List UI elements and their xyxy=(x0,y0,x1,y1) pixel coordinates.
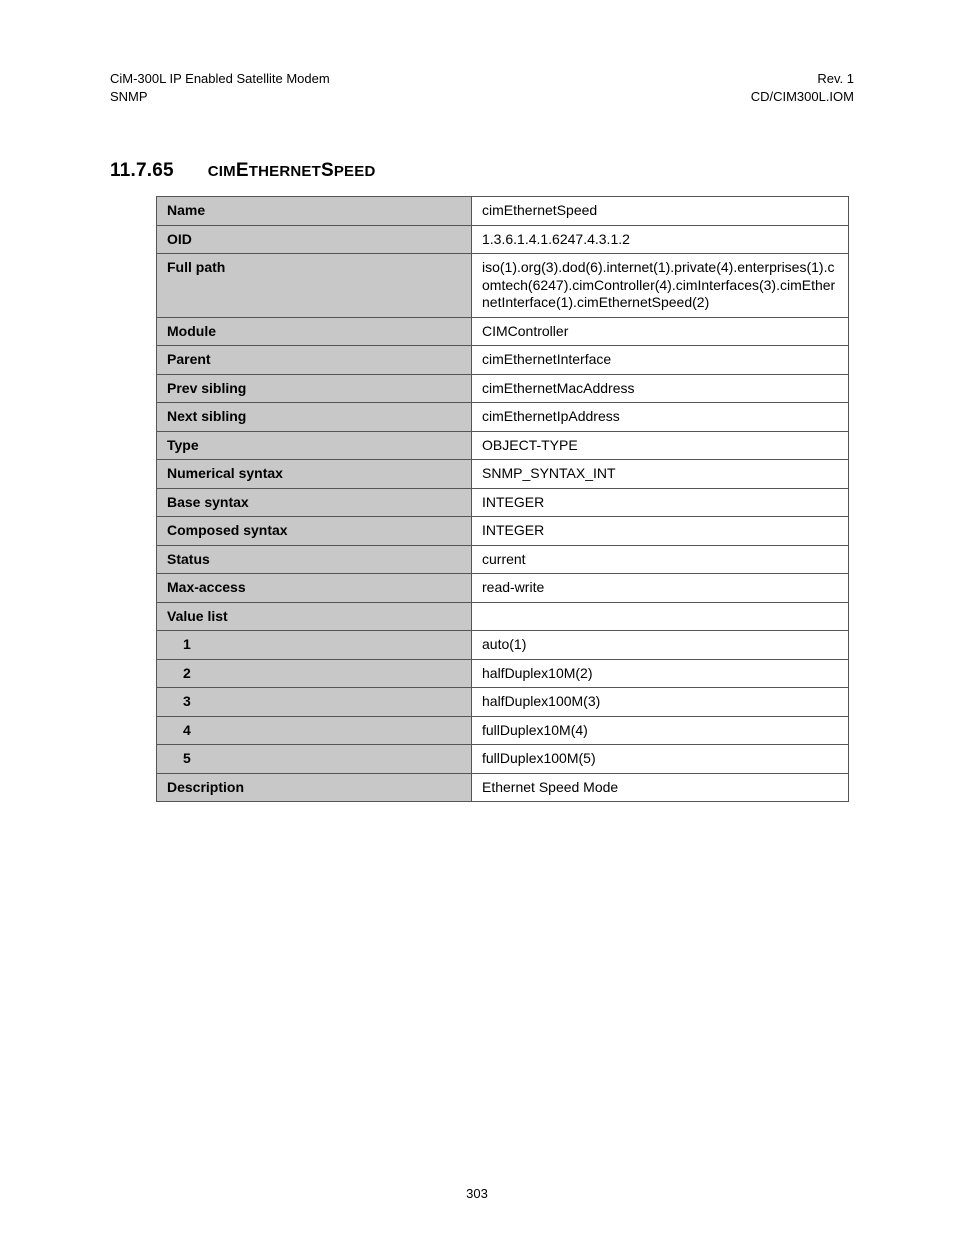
header-section: SNMP xyxy=(110,88,330,106)
row-label: Base syntax xyxy=(157,488,472,517)
row-value: SNMP_SYNTAX_INT xyxy=(472,460,849,489)
row-label: Value list xyxy=(157,602,472,631)
row-value: read-write xyxy=(472,574,849,603)
row-value: OBJECT-TYPE xyxy=(472,431,849,460)
row-value: halfDuplex100M(3) xyxy=(472,688,849,717)
row-value: auto(1) xyxy=(472,631,849,660)
row-label: 4 xyxy=(157,716,472,745)
page-number: 303 xyxy=(466,1186,488,1201)
section-title: CIMETHERNETSPEED xyxy=(208,160,376,181)
row-label: Description xyxy=(157,773,472,802)
table-row: Base syntaxINTEGER xyxy=(157,488,849,517)
row-value: INTEGER xyxy=(472,517,849,546)
row-label: Name xyxy=(157,197,472,226)
table-row: 4fullDuplex10M(4) xyxy=(157,716,849,745)
header-revision: Rev. 1 xyxy=(751,70,854,88)
row-label: Numerical syntax xyxy=(157,460,472,489)
table-row: 2halfDuplex10M(2) xyxy=(157,659,849,688)
row-value: INTEGER xyxy=(472,488,849,517)
row-label: Status xyxy=(157,545,472,574)
table-row: 1auto(1) xyxy=(157,631,849,660)
table-row: Full pathiso(1).org(3).dod(6).internet(1… xyxy=(157,254,849,318)
section-number: 11.7.65 xyxy=(110,160,174,181)
row-value: CIMController xyxy=(472,317,849,346)
row-value: fullDuplex10M(4) xyxy=(472,716,849,745)
row-label: 3 xyxy=(157,688,472,717)
page-header: CiM-300L IP Enabled Satellite Modem SNMP… xyxy=(110,70,854,105)
row-label: 1 xyxy=(157,631,472,660)
section-heading: 11.7.65 CIMETHERNETSPEED xyxy=(110,160,854,182)
row-label: Prev sibling xyxy=(157,374,472,403)
row-label: Full path xyxy=(157,254,472,318)
table-row: ModuleCIMController xyxy=(157,317,849,346)
row-value: halfDuplex10M(2) xyxy=(472,659,849,688)
table-row: Value list xyxy=(157,602,849,631)
row-label: 2 xyxy=(157,659,472,688)
row-value: cimEthernetSpeed xyxy=(472,197,849,226)
row-label: Composed syntax xyxy=(157,517,472,546)
table-row: 3halfDuplex100M(3) xyxy=(157,688,849,717)
header-left: CiM-300L IP Enabled Satellite Modem SNMP xyxy=(110,70,330,105)
header-right: Rev. 1 CD/CIM300L.IOM xyxy=(751,70,854,105)
table-row: Prev siblingcimEthernetMacAddress xyxy=(157,374,849,403)
row-value: current xyxy=(472,545,849,574)
table-row: OID1.3.6.1.4.1.6247.4.3.1.2 xyxy=(157,225,849,254)
table-row: Max-accessread-write xyxy=(157,574,849,603)
table-row: NamecimEthernetSpeed xyxy=(157,197,849,226)
row-value: 1.3.6.1.4.1.6247.4.3.1.2 xyxy=(472,225,849,254)
row-value xyxy=(472,602,849,631)
table-row: DescriptionEthernet Speed Mode xyxy=(157,773,849,802)
table-row: Numerical syntaxSNMP_SYNTAX_INT xyxy=(157,460,849,489)
table-row: Next siblingcimEthernetIpAddress xyxy=(157,403,849,432)
row-label: OID xyxy=(157,225,472,254)
row-label: Next sibling xyxy=(157,403,472,432)
row-label: Module xyxy=(157,317,472,346)
table-row: Statuscurrent xyxy=(157,545,849,574)
row-value: cimEthernetInterface xyxy=(472,346,849,375)
spec-table: NamecimEthernetSpeedOID1.3.6.1.4.1.6247.… xyxy=(156,196,849,802)
row-label: Type xyxy=(157,431,472,460)
row-value: cimEthernetIpAddress xyxy=(472,403,849,432)
row-label: Max-access xyxy=(157,574,472,603)
table-row: ParentcimEthernetInterface xyxy=(157,346,849,375)
row-value: Ethernet Speed Mode xyxy=(472,773,849,802)
page-footer: 303 xyxy=(0,1186,954,1201)
page-container: CiM-300L IP Enabled Satellite Modem SNMP… xyxy=(0,0,954,1235)
table-row: 5fullDuplex100M(5) xyxy=(157,745,849,774)
table-row: TypeOBJECT-TYPE xyxy=(157,431,849,460)
row-value: cimEthernetMacAddress xyxy=(472,374,849,403)
table-row: Composed syntaxINTEGER xyxy=(157,517,849,546)
row-value: iso(1).org(3).dod(6).internet(1).private… xyxy=(472,254,849,318)
row-label: Parent xyxy=(157,346,472,375)
row-value: fullDuplex100M(5) xyxy=(472,745,849,774)
header-doc-title: CiM-300L IP Enabled Satellite Modem xyxy=(110,70,330,88)
header-doc-id: CD/CIM300L.IOM xyxy=(751,88,854,106)
row-label: 5 xyxy=(157,745,472,774)
